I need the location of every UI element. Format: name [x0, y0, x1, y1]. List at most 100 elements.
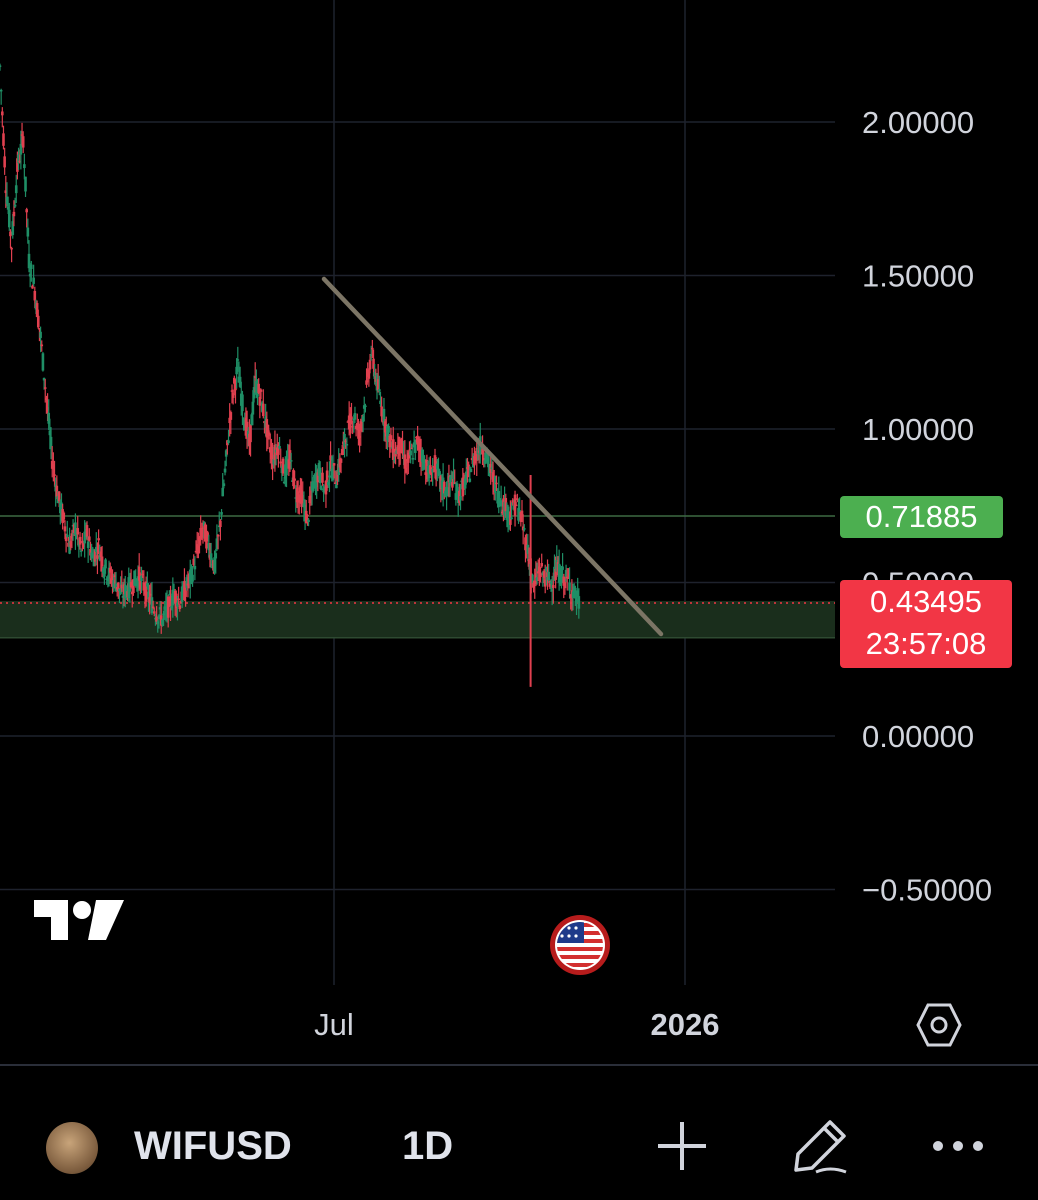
- candle-body-484: [560, 575, 563, 584]
- candle-body-105: [120, 584, 124, 589]
- candle-body-319: [368, 359, 372, 370]
- candle-body-471: [545, 567, 548, 571]
- candle-body-236: [272, 459, 276, 465]
- candle-body-89: [101, 568, 105, 574]
- candle-body-390: [451, 482, 454, 488]
- candle-body-21: [23, 164, 26, 169]
- candle-body-373: [431, 468, 434, 473]
- candle-body-220: [253, 376, 257, 378]
- candle-body-465: [538, 566, 541, 574]
- candle-body-147: [169, 596, 172, 607]
- candle-body-130: [149, 593, 153, 596]
- candle-body-75: [85, 525, 89, 537]
- candle-body-399: [461, 477, 465, 497]
- candle-body-99: [113, 575, 117, 578]
- candle-body-450: [520, 510, 524, 517]
- candle-body-141: [162, 613, 165, 616]
- candle-body-51: [57, 491, 61, 502]
- candle-body-474: [548, 581, 552, 587]
- candle-body-442: [511, 500, 515, 503]
- candle-body-459: [531, 574, 534, 584]
- candle-body-377: [436, 463, 439, 470]
- candle-body-379: [438, 471, 441, 479]
- candle-body-165: [190, 567, 193, 573]
- x-axis-tick-label-1: 2026: [651, 1007, 720, 1042]
- candle-body-430: [497, 490, 501, 508]
- candle-body-164: [188, 569, 192, 584]
- price-chart[interactable]: 2.000001.500001.000000.500000.00000−0.50…: [0, 0, 1038, 1065]
- candle-body-261: [301, 495, 305, 501]
- candle-body-28: [31, 285, 34, 289]
- candle-body-264: [304, 510, 308, 524]
- candle-body-284: [328, 475, 331, 478]
- candle-body-405: [468, 478, 472, 482]
- candle-body-240: [277, 444, 280, 455]
- candle-body-406: [469, 468, 473, 473]
- candle-body-337: [389, 435, 393, 441]
- candle-body-83: [94, 546, 98, 553]
- us-flag-event-icon[interactable]: [548, 913, 612, 977]
- candle-body-160: [184, 590, 187, 597]
- candle-body-91: [104, 559, 107, 569]
- candle-body-302: [349, 413, 352, 434]
- candle-body-138: [158, 607, 162, 610]
- candle-body-456: [527, 558, 531, 567]
- candle-body-334: [386, 426, 389, 441]
- add-icon[interactable]: [652, 1116, 712, 1176]
- candle-body-188: [216, 534, 220, 537]
- candle-body-323: [373, 371, 376, 379]
- candle-body-187: [215, 538, 219, 550]
- candle-body-366: [423, 459, 426, 463]
- chart-settings-icon[interactable]: [916, 1002, 962, 1048]
- candle-body-309: [357, 424, 360, 439]
- interval-button[interactable]: 1D: [402, 1124, 454, 1168]
- candle-body-278: [321, 472, 324, 483]
- candle-body-479: [554, 569, 557, 580]
- candle-body-24: [26, 227, 30, 237]
- candle-body-497: [575, 599, 578, 603]
- candle-body-71: [81, 541, 84, 543]
- candle-body-249: [287, 459, 291, 469]
- candle-body-285: [329, 455, 332, 461]
- candle-body-172: [198, 537, 201, 542]
- candle-body-336: [388, 435, 392, 448]
- candle-body-123: [141, 573, 144, 576]
- candle-body-245: [282, 481, 286, 484]
- candle-body-411: [475, 448, 479, 461]
- drawing-tools-icon[interactable]: [790, 1116, 850, 1176]
- candle-body-95: [108, 567, 112, 573]
- candle-body-19: [20, 134, 24, 136]
- candle-body-420: [485, 449, 489, 460]
- candle-body-370: [427, 469, 431, 479]
- candle-body-67: [76, 528, 80, 535]
- candle-body-88: [100, 556, 104, 567]
- candle-body-449: [519, 511, 523, 522]
- tradingview-logo-icon[interactable]: [34, 898, 124, 942]
- more-options-icon[interactable]: [928, 1116, 988, 1176]
- current-price-badge: 0.43495 23:57:08: [840, 580, 1012, 668]
- candle-body-90: [103, 572, 106, 577]
- bottom-toolbar: [0, 1066, 1038, 1200]
- candle-body-37: [41, 353, 45, 371]
- candle-body-297: [343, 433, 346, 447]
- symbol-avatar-icon[interactable]: [46, 1122, 98, 1174]
- candle-body-467: [540, 563, 544, 567]
- candle-body-365: [422, 458, 425, 470]
- candle-body-225: [259, 389, 263, 392]
- candle-body-182: [209, 553, 213, 560]
- candle-body-25: [27, 253, 31, 269]
- candle-body-46: [52, 463, 55, 470]
- candle-body-279: [322, 488, 325, 493]
- candle-body-418: [483, 460, 487, 464]
- candle-body-250: [288, 450, 292, 464]
- candle-body-277: [320, 485, 323, 490]
- candle-body-289: [333, 482, 337, 485]
- candle-body-4: [3, 156, 6, 168]
- symbol-button[interactable]: WIFUSD: [134, 1124, 292, 1168]
- candle-body-216: [249, 424, 252, 443]
- chart-area[interactable]: 2.000001.500001.000000.500000.00000−0.50…: [0, 0, 1038, 1065]
- candle-body-328: [379, 400, 382, 405]
- candle-body-446: [516, 498, 519, 500]
- candle-body-190: [219, 520, 222, 528]
- candle-body-58: [65, 534, 69, 537]
